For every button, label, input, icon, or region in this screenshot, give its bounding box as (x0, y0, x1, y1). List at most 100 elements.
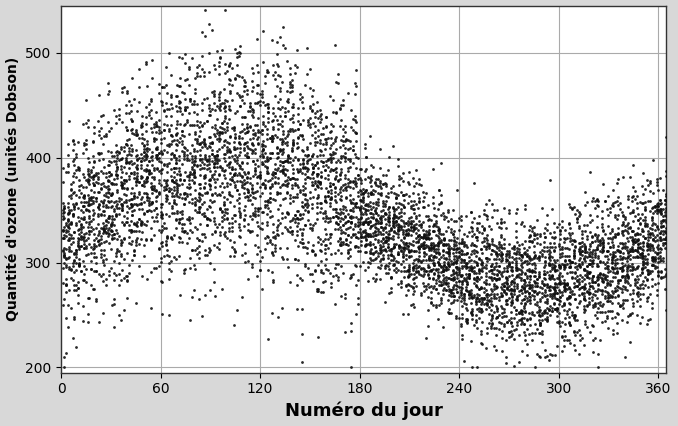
Point (538, 282, 549, 289)
Point (313, 288, 323, 294)
Point (583, 290, 594, 296)
Point (653, 203, 664, 210)
Point (183, 177, 194, 184)
Point (222, 215, 233, 222)
Point (90, 254, 101, 261)
Point (117, 205, 128, 212)
Point (417, 242, 428, 249)
Point (243, 196, 254, 203)
Point (319, 166, 330, 173)
Point (631, 229, 642, 236)
Point (485, 300, 496, 307)
Point (372, 212, 383, 219)
Point (567, 206, 578, 213)
Point (357, 194, 368, 201)
Point (631, 284, 642, 291)
Point (203, 0, 214, 5)
Point (498, 240, 509, 247)
Point (333, 274, 344, 281)
Point (293, 168, 304, 175)
Point (427, 244, 438, 251)
Point (653, 273, 664, 279)
Point (546, 291, 557, 297)
Point (58, 265, 68, 272)
Point (99, 223, 110, 230)
Point (315, 119, 325, 126)
Point (401, 255, 412, 262)
Point (334, 104, 345, 111)
Point (155, 278, 166, 285)
Point (153, 130, 164, 136)
Point (138, 141, 149, 148)
Point (647, 220, 658, 227)
Point (449, 293, 460, 299)
Point (301, 70, 312, 77)
Point (344, 184, 355, 190)
Point (308, 164, 319, 171)
Point (315, 236, 325, 242)
Point (333, 237, 344, 244)
Point (510, 274, 521, 281)
Point (283, 210, 294, 216)
Point (168, 193, 179, 200)
Point (174, 83, 184, 89)
Point (315, 199, 325, 206)
Point (401, 291, 412, 298)
Point (246, 184, 257, 191)
Point (475, 339, 486, 346)
Point (393, 248, 403, 255)
Point (85, 224, 96, 231)
Point (168, 136, 179, 143)
Point (364, 219, 375, 226)
Point (371, 176, 382, 182)
Point (563, 283, 574, 290)
Point (238, 207, 249, 213)
Point (633, 262, 643, 269)
Point (386, 226, 397, 233)
Point (614, 252, 625, 259)
Point (105, 191, 116, 198)
Point (661, 172, 672, 179)
Point (311, 107, 322, 114)
Point (220, 115, 231, 122)
Point (508, 291, 519, 298)
Point (364, 242, 375, 249)
Point (457, 237, 468, 244)
Point (623, 264, 634, 271)
Point (213, 157, 224, 164)
Point (661, 133, 672, 140)
Point (568, 255, 579, 262)
Point (240, 83, 251, 90)
Point (66, 231, 77, 238)
Point (472, 233, 483, 240)
Point (472, 219, 483, 226)
Point (285, 89, 296, 96)
Point (309, 162, 320, 169)
Point (120, 102, 131, 109)
Point (111, 212, 121, 219)
Point (656, 224, 667, 230)
Point (542, 292, 553, 299)
Point (248, 158, 259, 164)
Point (653, 242, 664, 249)
Point (74, 166, 85, 173)
Point (636, 210, 647, 217)
Point (180, 106, 191, 113)
Point (66, 220, 77, 227)
Point (309, 141, 320, 148)
Point (300, 191, 311, 198)
Point (653, 249, 664, 256)
Point (495, 257, 506, 264)
Point (132, 178, 143, 184)
Point (479, 225, 490, 232)
Point (582, 262, 593, 269)
Point (84, 219, 95, 225)
Point (261, 69, 272, 75)
Point (658, 235, 669, 242)
Point (203, 158, 214, 164)
Point (108, 208, 119, 215)
Point (212, 151, 222, 158)
Point (79, 141, 89, 148)
Point (374, 245, 385, 251)
Point (81, 141, 92, 148)
